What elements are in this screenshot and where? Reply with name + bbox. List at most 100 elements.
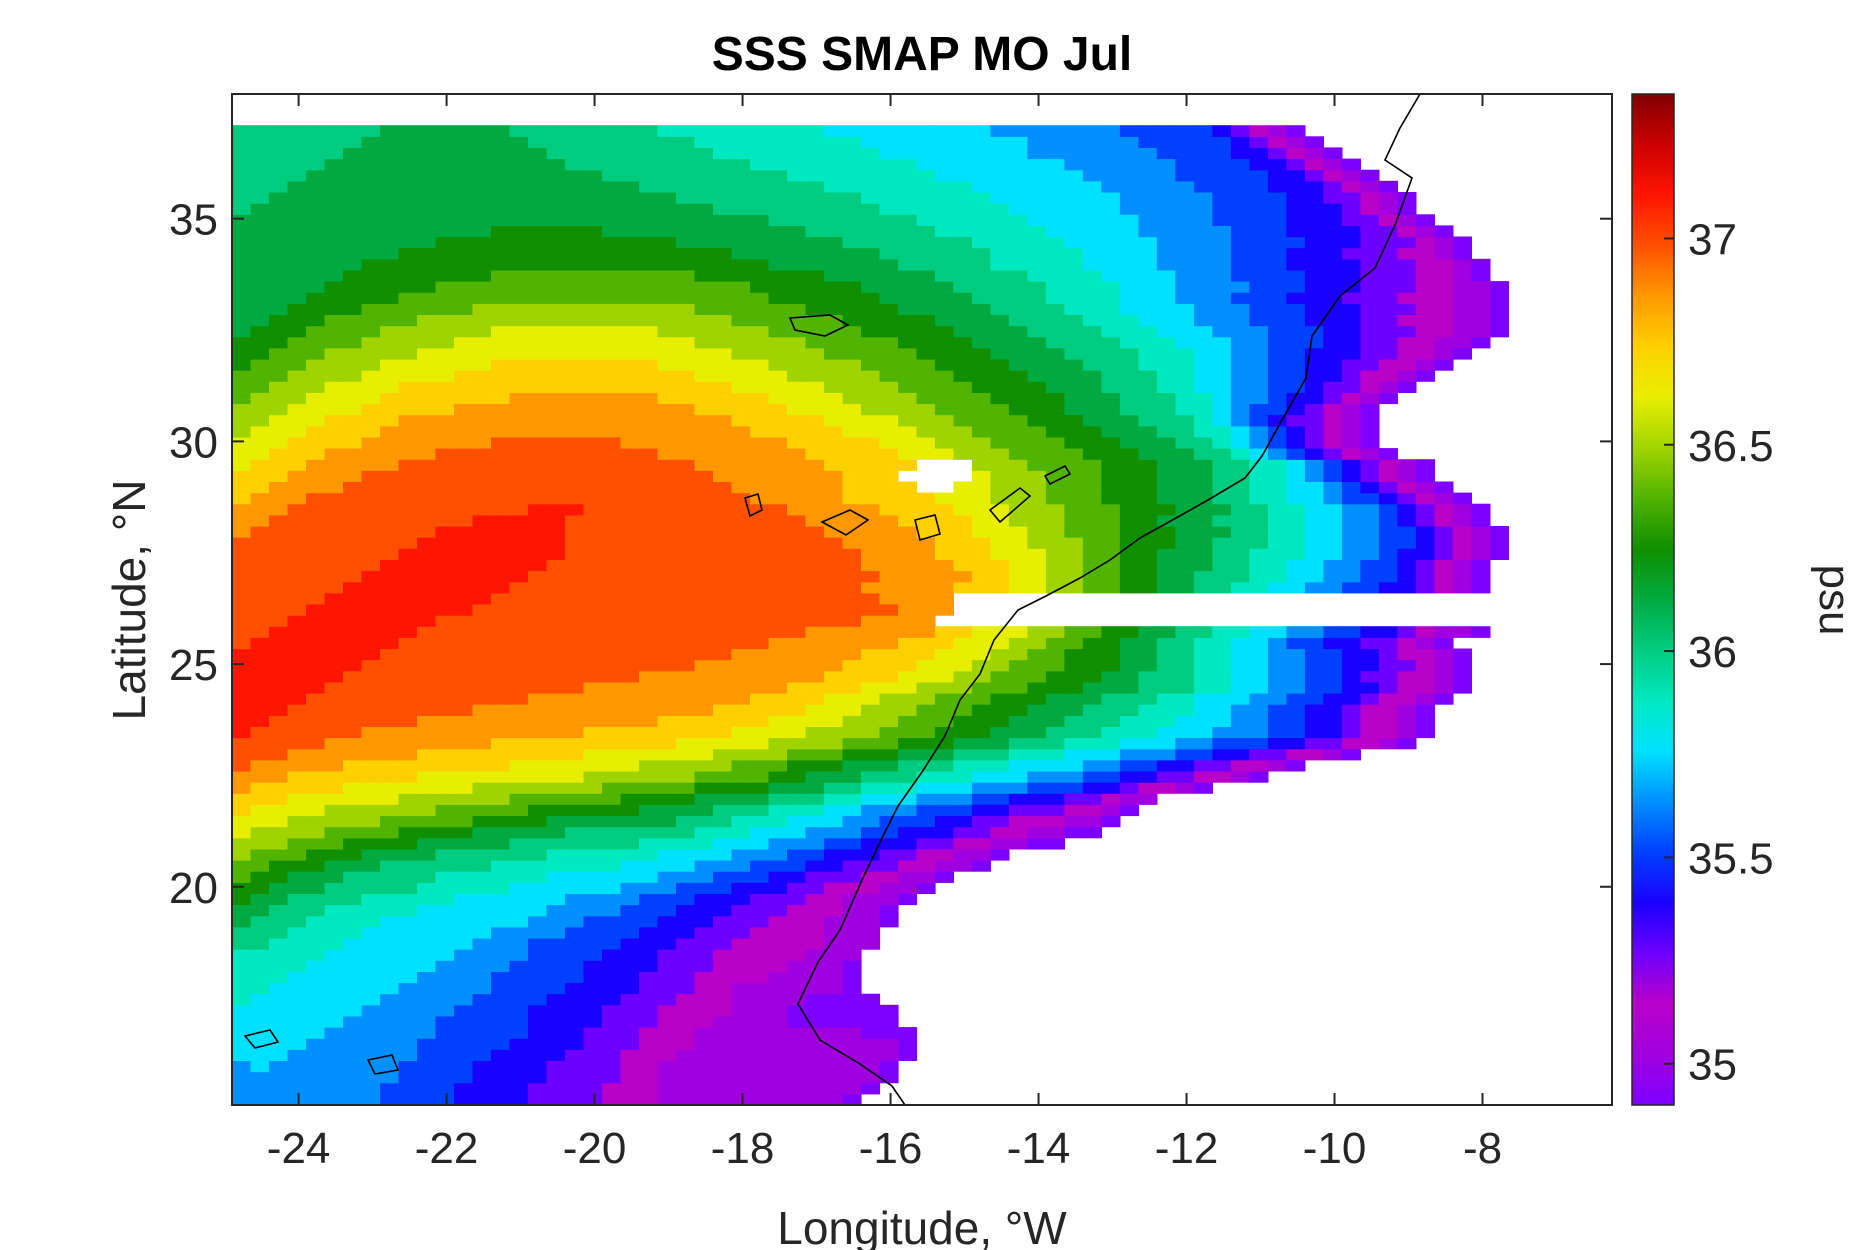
salinity-cell [1286, 670, 1306, 683]
salinity-cell [232, 314, 252, 327]
salinity-cell [1175, 403, 1195, 416]
salinity-cell [1064, 771, 1084, 783]
salinity-cell [639, 559, 659, 572]
salinity-cell [676, 281, 696, 293]
salinity-cell [1045, 359, 1065, 371]
salinity-cell [1267, 180, 1287, 193]
salinity-cell [361, 336, 381, 349]
salinity-cell [620, 826, 640, 839]
salinity-cell [898, 793, 918, 805]
salinity-cell [602, 637, 622, 650]
y-tick-label: 20 [169, 864, 218, 913]
salinity-cell [343, 860, 363, 872]
salinity-cell [343, 559, 363, 572]
salinity-cell [898, 759, 918, 772]
salinity-cell [694, 693, 714, 705]
salinity-cell [1008, 837, 1028, 850]
salinity-cell [324, 403, 344, 416]
salinity-cell [916, 136, 936, 148]
salinity-cell [343, 882, 363, 894]
salinity-cell [1360, 448, 1380, 460]
salinity-cell [1064, 748, 1084, 761]
salinity-cell [620, 125, 640, 137]
salinity-cell [324, 615, 344, 627]
salinity-cell [454, 1015, 474, 1028]
salinity-cell [1175, 470, 1195, 482]
salinity-cell [861, 581, 881, 594]
salinity-cell [435, 626, 455, 638]
salinity-cell [583, 860, 603, 872]
salinity-cell [509, 481, 529, 494]
salinity-cell [639, 782, 659, 794]
salinity-cell [750, 370, 770, 382]
salinity-cell [861, 1038, 881, 1050]
salinity-cell [324, 526, 344, 538]
salinity-cell [454, 871, 474, 883]
salinity-cell [990, 392, 1010, 405]
salinity-cell [398, 1093, 418, 1105]
salinity-cell [916, 548, 936, 560]
salinity-cell [750, 771, 770, 783]
salinity-cell [898, 125, 918, 137]
salinity-cell [1378, 537, 1398, 549]
salinity-cell [287, 1060, 307, 1073]
salinity-cell [565, 459, 585, 471]
salinity-cell [417, 848, 437, 861]
salinity-cell [528, 659, 548, 672]
salinity-cell [1286, 414, 1306, 427]
salinity-cell [491, 960, 511, 972]
salinity-cell [879, 459, 899, 471]
salinity-cell [639, 1071, 659, 1084]
salinity-cell [971, 815, 991, 828]
salinity-cell [731, 203, 751, 215]
salinity-cell [916, 258, 936, 271]
salinity-cell [528, 214, 548, 226]
salinity-cell [1397, 503, 1417, 516]
salinity-cell [287, 336, 307, 349]
salinity-cell [713, 225, 733, 238]
salinity-cell [694, 292, 714, 304]
salinity-cell [398, 926, 418, 939]
salinity-cell [1193, 203, 1213, 215]
salinity-cell [805, 125, 825, 137]
salinity-cell [361, 448, 381, 460]
salinity-cell [1082, 214, 1102, 226]
salinity-cell [1156, 537, 1176, 549]
salinity-cell [990, 759, 1010, 772]
salinity-cell [971, 548, 991, 560]
salinity-cell [731, 1060, 751, 1073]
salinity-cell [971, 158, 991, 171]
salinity-cell [232, 1082, 252, 1095]
salinity-cell [1452, 236, 1472, 249]
salinity-cell [361, 192, 381, 204]
salinity-cell [824, 648, 844, 661]
salinity-cell [971, 414, 991, 427]
salinity-cell [1156, 782, 1176, 794]
salinity-cell [1138, 670, 1158, 683]
salinity-cell [916, 192, 936, 204]
salinity-cell [694, 436, 714, 449]
salinity-cell [879, 882, 899, 894]
salinity-cell [1193, 481, 1213, 494]
salinity-cell [1119, 203, 1139, 215]
salinity-cell [398, 993, 418, 1006]
salinity-cell [620, 1082, 640, 1095]
salinity-cell [971, 704, 991, 716]
salinity-cell [1045, 436, 1065, 449]
salinity-cell [750, 982, 770, 995]
salinity-cell [620, 180, 640, 193]
salinity-cell [232, 1060, 252, 1073]
salinity-cell [694, 1060, 714, 1073]
salinity-cell [1119, 247, 1139, 260]
salinity-cell [1434, 492, 1454, 505]
salinity-cell [657, 1015, 677, 1028]
salinity-cell [1360, 492, 1380, 505]
salinity-cell [398, 904, 418, 917]
salinity-cell [1434, 537, 1454, 549]
salinity-cell [694, 269, 714, 282]
salinity-cell [250, 971, 270, 984]
salinity-cell [602, 771, 622, 783]
salinity-cell [306, 771, 326, 783]
salinity-cell [990, 648, 1010, 661]
